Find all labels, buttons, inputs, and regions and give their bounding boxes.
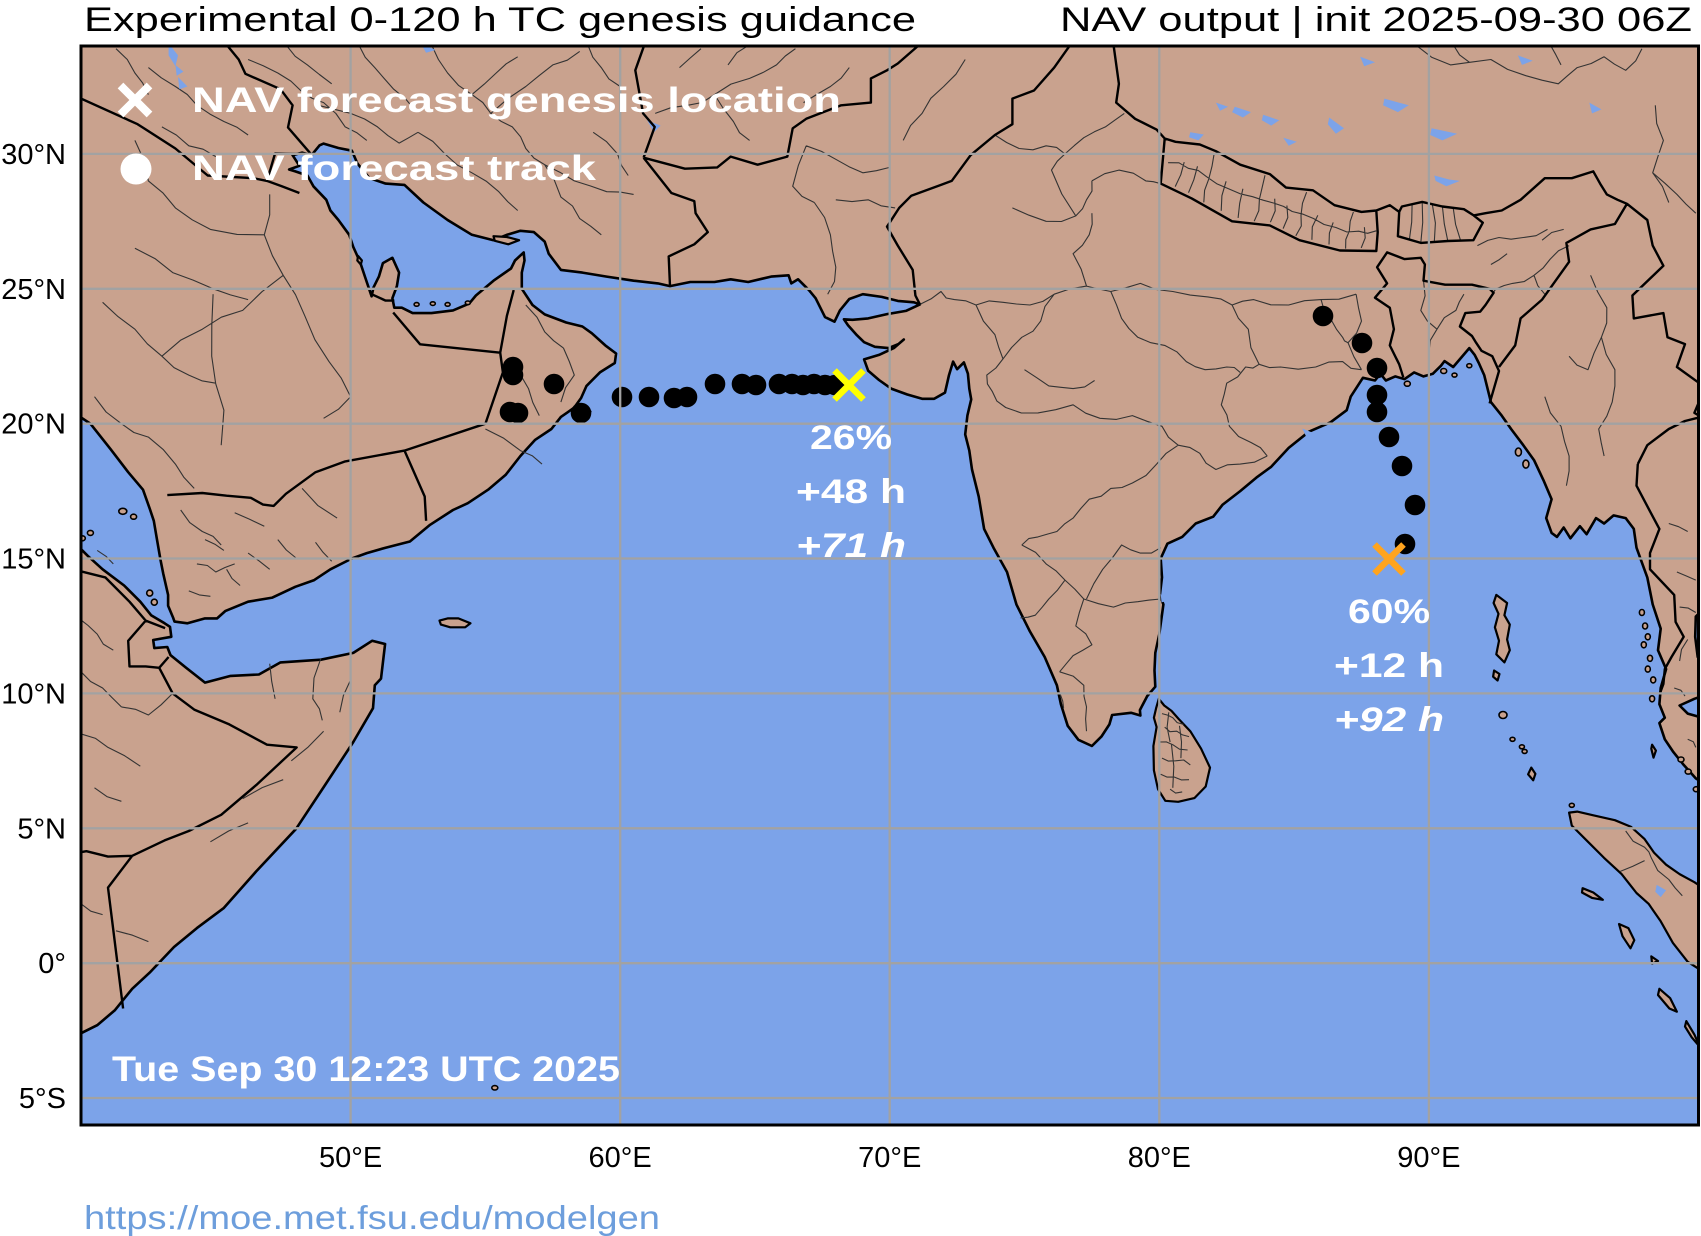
- svg-text:NAV output | init 2025-09-30 0: NAV output | init 2025-09-30 06Z: [1060, 1, 1692, 39]
- svg-text:+12 h: +12 h: [1334, 647, 1444, 685]
- svg-text:10°N: 10°N: [1, 678, 66, 710]
- svg-text:26%: 26%: [810, 419, 892, 457]
- svg-text:NAV forecast genesis location: NAV forecast genesis location: [192, 81, 841, 120]
- svg-text:NAV forecast track: NAV forecast track: [192, 149, 597, 188]
- svg-text:50°E: 50°E: [319, 1142, 382, 1174]
- svg-text:60°E: 60°E: [589, 1142, 652, 1174]
- svg-text:5°S: 5°S: [19, 1083, 66, 1115]
- svg-text:5°N: 5°N: [17, 813, 66, 845]
- svg-text:80°E: 80°E: [1128, 1142, 1191, 1174]
- svg-text:25°N: 25°N: [1, 274, 66, 306]
- svg-text:+71 h: +71 h: [796, 527, 906, 565]
- svg-text:60%: 60%: [1348, 593, 1430, 631]
- svg-text:20°N: 20°N: [1, 409, 66, 441]
- svg-text:https://moe.met.fsu.edu/modelg: https://moe.met.fsu.edu/modelgen: [84, 1199, 660, 1236]
- svg-text:70°E: 70°E: [858, 1142, 921, 1174]
- svg-text:Tue Sep 30 12:23 UTC 2025: Tue Sep 30 12:23 UTC 2025: [112, 1050, 620, 1089]
- svg-text:15°N: 15°N: [1, 544, 66, 576]
- svg-text:Experimental 0-120 h TC genesi: Experimental 0-120 h TC genesis guidance: [84, 1, 916, 39]
- svg-text:+48 h: +48 h: [796, 473, 906, 511]
- svg-text:90°E: 90°E: [1397, 1142, 1460, 1174]
- svg-text:30°N: 30°N: [1, 139, 66, 171]
- svg-text:0°: 0°: [38, 948, 66, 980]
- svg-text:+92 h: +92 h: [1334, 701, 1444, 739]
